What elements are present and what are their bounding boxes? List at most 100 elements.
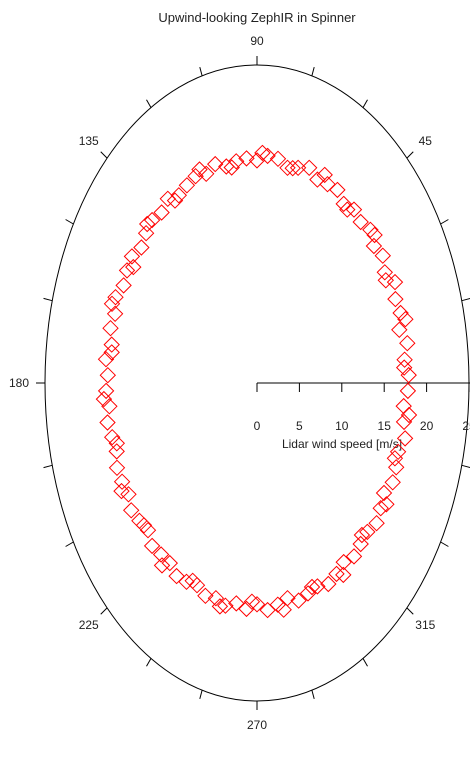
data-point-43 xyxy=(97,350,115,368)
angle-tick xyxy=(440,219,449,225)
data-point-51 xyxy=(113,473,131,490)
data-point-107 xyxy=(113,482,130,500)
data-point-46 xyxy=(101,398,118,415)
radial-tick-label-20: 20 xyxy=(420,419,434,433)
data-point-13 xyxy=(335,195,352,213)
angle-tick xyxy=(311,690,315,699)
data-point-61 xyxy=(188,576,206,594)
data-point-108 xyxy=(135,517,153,534)
data-point-77 xyxy=(345,548,363,565)
angle-label-315: 315 xyxy=(415,618,435,632)
data-point-64 xyxy=(217,597,234,614)
data-point-117 xyxy=(378,496,395,513)
data-point-97 xyxy=(254,144,271,162)
data-point-67 xyxy=(248,596,266,613)
data-point-40 xyxy=(106,305,124,323)
data-point-16 xyxy=(309,171,326,188)
data-point-9 xyxy=(365,237,383,255)
data-point-60 xyxy=(178,573,195,591)
data-point-56 xyxy=(143,537,161,555)
data-point-37 xyxy=(118,262,136,279)
angle-tick xyxy=(406,151,414,159)
angle-tick xyxy=(461,464,470,469)
data-point-84 xyxy=(387,459,405,476)
angle-tick xyxy=(65,541,74,547)
data-point-20 xyxy=(269,150,287,168)
data-point-31 xyxy=(159,190,177,208)
angle-tick xyxy=(100,151,108,159)
data-point-80 xyxy=(368,514,385,532)
data-point-114 xyxy=(303,578,321,596)
radial-axis: Lidar wind speed [m/s] 0 5 10 15 20 25 xyxy=(254,382,470,451)
data-point-55 xyxy=(139,521,157,539)
data-point-74 xyxy=(320,575,337,593)
data-point-26 xyxy=(206,155,224,173)
data-point-104 xyxy=(103,344,120,361)
angle-tick xyxy=(461,297,470,302)
data-point-115 xyxy=(335,566,352,584)
angle-tick xyxy=(43,464,53,469)
data-point-25 xyxy=(218,158,235,175)
data-point-96 xyxy=(284,159,301,177)
angle-labels: 45 90 135 180 225 270 315 xyxy=(9,34,436,732)
angle-label-45: 45 xyxy=(419,134,433,148)
angle-label-225: 225 xyxy=(79,618,99,632)
data-point-30 xyxy=(170,187,188,204)
data-point-2 xyxy=(399,334,416,352)
data-point-52 xyxy=(120,486,137,503)
data-point-45 xyxy=(97,382,115,400)
radial-axis-label: Lidar wind speed [m/s] xyxy=(282,437,402,451)
data-point-17 xyxy=(300,159,318,177)
data-point-36 xyxy=(123,248,141,265)
data-point-98 xyxy=(223,159,240,176)
angle-label-90: 90 xyxy=(250,34,264,48)
angle-tick xyxy=(406,607,414,615)
data-point-109 xyxy=(153,557,171,574)
data-point-1 xyxy=(396,351,413,368)
data-point-50 xyxy=(108,459,126,477)
data-point-89 xyxy=(399,382,417,400)
data-point-22 xyxy=(248,152,266,169)
data-point-38 xyxy=(115,277,132,294)
data-points xyxy=(95,144,418,619)
data-point-35 xyxy=(133,239,150,256)
angle-tick xyxy=(146,99,152,108)
data-point-92 xyxy=(377,272,395,289)
radial-tick-label-5: 5 xyxy=(296,419,303,433)
data-point-0 xyxy=(400,366,417,384)
data-point-86 xyxy=(396,430,414,447)
data-point-65 xyxy=(228,595,245,612)
data-point-110 xyxy=(184,572,201,590)
radial-tick-label-25: 25 xyxy=(462,419,470,433)
data-point-103 xyxy=(103,295,121,313)
radial-tick-label-0: 0 xyxy=(254,419,261,433)
data-point-34 xyxy=(137,224,155,242)
data-point-102 xyxy=(125,258,142,276)
data-point-32 xyxy=(153,204,170,221)
data-point-100 xyxy=(166,192,184,209)
data-point-78 xyxy=(352,535,369,553)
data-point-33 xyxy=(143,211,161,229)
data-point-72 xyxy=(299,585,317,602)
radial-tick-label-10: 10 xyxy=(335,419,349,433)
data-point-75 xyxy=(328,565,345,583)
data-point-41 xyxy=(102,319,119,337)
data-point-90 xyxy=(395,359,413,376)
data-point-42 xyxy=(103,336,120,353)
data-point-101 xyxy=(138,215,156,233)
data-point-47 xyxy=(99,414,116,431)
angle-tick xyxy=(65,219,74,225)
angle-tick xyxy=(199,67,203,76)
data-point-7 xyxy=(376,264,394,281)
data-point-14 xyxy=(329,181,346,199)
data-point-68 xyxy=(259,601,276,619)
data-point-28 xyxy=(187,167,204,185)
data-point-88 xyxy=(395,397,412,415)
radial-tick-label-15: 15 xyxy=(378,419,392,433)
data-point-71 xyxy=(290,592,307,609)
data-point-63 xyxy=(207,589,225,607)
data-point-79 xyxy=(359,523,376,541)
data-point-76 xyxy=(335,553,352,571)
data-point-95 xyxy=(316,166,333,184)
